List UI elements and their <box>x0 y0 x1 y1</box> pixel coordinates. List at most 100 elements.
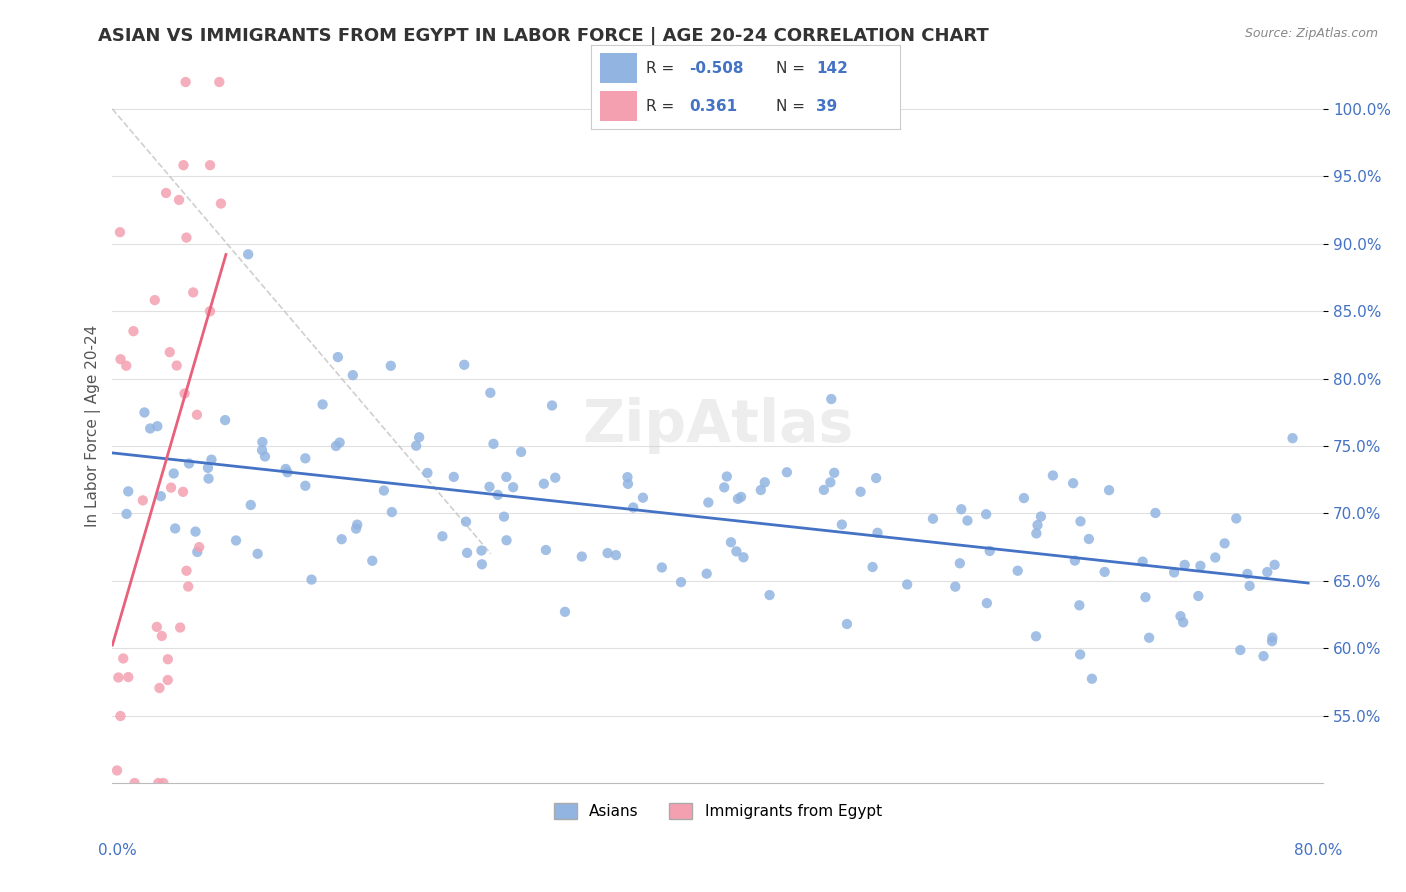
Point <box>112 651 135 665</box>
Point <box>866 525 889 540</box>
Point <box>1029 509 1052 524</box>
Text: R =: R = <box>647 61 679 76</box>
Point <box>454 515 477 529</box>
Point <box>408 430 430 444</box>
Point <box>173 386 195 401</box>
Y-axis label: In Labor Force | Age 20-24: In Labor Force | Age 20-24 <box>86 325 101 527</box>
Point <box>616 470 638 484</box>
Point <box>976 596 998 610</box>
Point <box>325 439 347 453</box>
Point <box>443 470 465 484</box>
Point <box>186 408 208 422</box>
Point <box>1063 553 1085 567</box>
Point <box>713 480 735 494</box>
Text: 80.0%: 80.0% <box>1295 843 1343 858</box>
Point <box>495 533 517 548</box>
Point <box>342 368 364 383</box>
Point <box>733 550 755 565</box>
Point <box>831 517 853 532</box>
Point <box>301 573 323 587</box>
Point <box>1236 566 1258 581</box>
Point <box>172 484 194 499</box>
Point <box>758 588 780 602</box>
Point <box>311 397 333 411</box>
Point <box>823 466 845 480</box>
Point <box>1173 615 1195 630</box>
Point <box>163 467 186 481</box>
Point <box>979 544 1001 558</box>
Point <box>865 471 887 485</box>
Point <box>617 476 640 491</box>
Point <box>152 776 174 790</box>
Point <box>1261 631 1284 645</box>
Point <box>1012 491 1035 505</box>
Point <box>950 502 973 516</box>
Point <box>453 358 475 372</box>
Point <box>188 540 211 554</box>
Point <box>974 507 997 521</box>
Point <box>820 392 842 406</box>
Text: ZipAtlas: ZipAtlas <box>582 397 853 454</box>
Point <box>502 480 524 494</box>
Point <box>696 566 718 581</box>
Point <box>1213 536 1236 550</box>
Point <box>156 652 179 666</box>
Point <box>160 481 183 495</box>
Point <box>554 605 576 619</box>
Point <box>198 158 221 172</box>
Point <box>416 466 439 480</box>
Point <box>380 359 402 373</box>
Point <box>181 285 204 300</box>
Point <box>132 493 155 508</box>
Point <box>479 385 502 400</box>
Text: ASIAN VS IMMIGRANTS FROM EGYPT IN LABOR FORCE | AGE 20-24 CORRELATION CHART: ASIAN VS IMMIGRANTS FROM EGYPT IN LABOR … <box>98 27 990 45</box>
Point <box>432 529 454 543</box>
Point <box>173 158 195 172</box>
Point <box>541 399 564 413</box>
FancyBboxPatch shape <box>600 54 637 83</box>
Point <box>197 472 219 486</box>
Point <box>110 352 132 367</box>
Point <box>820 475 842 490</box>
Text: 0.361: 0.361 <box>689 99 738 114</box>
Text: 142: 142 <box>817 61 848 76</box>
Point <box>1062 476 1084 491</box>
Point <box>776 465 799 479</box>
Point <box>253 450 276 464</box>
Text: 39: 39 <box>817 99 838 114</box>
Point <box>1069 648 1091 662</box>
Point <box>108 225 131 239</box>
Point <box>1281 431 1303 445</box>
Point <box>470 543 492 558</box>
Point <box>631 491 654 505</box>
Point <box>486 488 509 502</box>
Point <box>471 558 494 572</box>
Point <box>943 580 966 594</box>
Point <box>621 500 644 515</box>
Point <box>596 546 619 560</box>
Text: 0.0%: 0.0% <box>98 843 138 858</box>
Point <box>749 483 772 497</box>
Point <box>922 512 945 526</box>
Point <box>329 435 352 450</box>
Point <box>1025 526 1047 541</box>
Point <box>1204 550 1226 565</box>
Point <box>143 293 166 307</box>
Point <box>274 462 297 476</box>
Point <box>177 457 200 471</box>
Point <box>373 483 395 498</box>
Point <box>1081 672 1104 686</box>
Point <box>165 521 187 535</box>
Point <box>949 556 972 570</box>
Point <box>1170 609 1192 624</box>
Point <box>146 419 169 434</box>
Point <box>294 451 316 466</box>
Point <box>198 304 221 318</box>
Point <box>1025 629 1047 643</box>
Point <box>186 545 208 559</box>
Text: Source: ZipAtlas.com: Source: ZipAtlas.com <box>1244 27 1378 40</box>
Point <box>381 505 404 519</box>
Point <box>139 421 162 435</box>
Point <box>510 445 533 459</box>
Point <box>1239 579 1261 593</box>
